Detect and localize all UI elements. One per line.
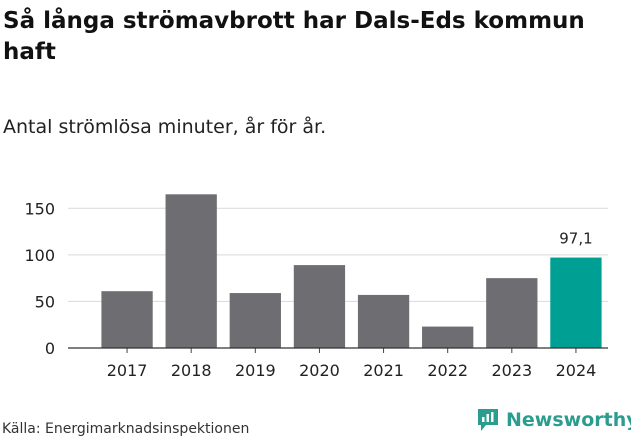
- x-tick-label: 2021: [363, 361, 404, 380]
- bar-chart: 0 50 100 150 2017 2018 2019 2020 2021 2022 2023 202…: [24, 194, 608, 380]
- chart-subtitle: Antal strömlösa minuter, år för år.: [3, 116, 327, 138]
- x-tick-label: 2019: [235, 361, 276, 380]
- newsworthy-logo: Newsworthy: [476, 407, 631, 433]
- bar: [229, 293, 281, 348]
- x-tick-label: 2022: [427, 361, 468, 380]
- bar: [293, 265, 346, 348]
- y-tick-label: 0: [45, 339, 55, 358]
- x-tick-label: 2024: [556, 361, 597, 380]
- bar: [422, 326, 474, 348]
- brand-name: Newsworthy: [506, 409, 631, 431]
- y-tick-label: 150: [24, 199, 55, 218]
- data-label: 97,1: [559, 230, 592, 248]
- bar-highlight: [550, 257, 602, 348]
- x-tick-label: 2017: [107, 361, 148, 380]
- chart-title: Så långa strömavbrott har Dals-Eds kommu…: [3, 8, 585, 65]
- x-tick-label: 2020: [299, 361, 340, 380]
- bar: [165, 194, 217, 348]
- y-tick-label: 50: [35, 292, 55, 311]
- x-tick-label: 2023: [491, 361, 532, 380]
- y-tick-label: 100: [24, 246, 55, 265]
- newsworthy-logo-icon: [478, 409, 498, 431]
- bar: [357, 294, 410, 348]
- source-note: Källa: Energimarknadsinspektionen: [2, 421, 250, 437]
- bar: [486, 278, 538, 348]
- bar: [101, 291, 153, 348]
- x-tick-label: 2018: [171, 361, 212, 380]
